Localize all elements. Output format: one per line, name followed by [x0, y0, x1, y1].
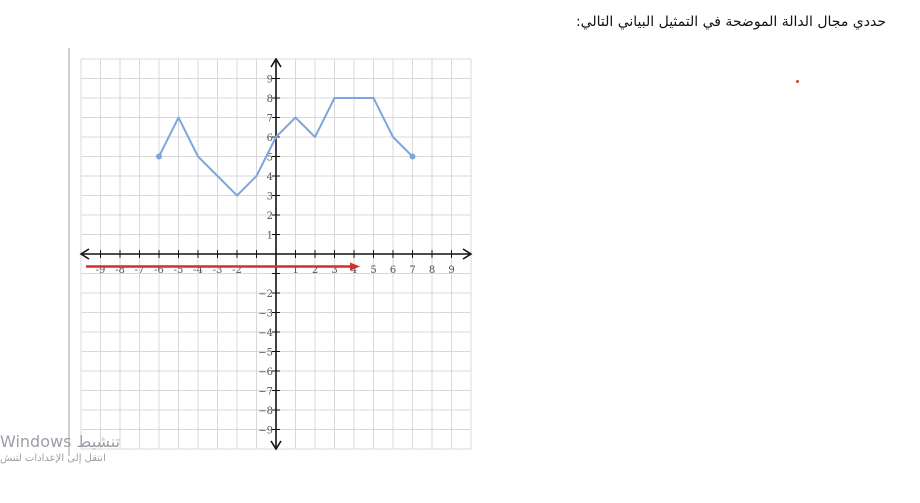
x-tick-label: -5 — [174, 265, 184, 276]
y-tick-label: 8 — [267, 94, 273, 105]
left-endpoint — [156, 153, 162, 160]
x-tick-label: 6 — [390, 265, 396, 276]
y-tick-label: −7 — [258, 387, 273, 398]
y-axis-bottom-arrowhead — [270, 440, 282, 451]
x-tick-label: 5 — [370, 265, 376, 276]
y-tick-label: 6 — [267, 133, 273, 144]
y-axis-top-arrowhead — [270, 57, 282, 68]
y-tick-label: −2 — [258, 289, 273, 300]
y-tick-label: −9 — [258, 426, 273, 437]
x-tick-label: 1 — [292, 265, 298, 276]
watermark-subtitle: انتقل إلى الإعدادات لتنش — [0, 453, 106, 464]
y-tick-label: 2 — [267, 211, 273, 222]
x-tick-label: -3 — [213, 265, 223, 276]
domain-arrow-head — [350, 262, 360, 271]
y-tick-label: 5 — [267, 153, 273, 164]
y-tick-label: −8 — [258, 406, 273, 417]
function-line — [158, 97, 414, 197]
y-tick-label: 9 — [267, 75, 273, 86]
x-axis-right-arrowhead — [462, 248, 473, 260]
question-text: حددي مجال الدالة الموضحة في التمثيل البي… — [575, 14, 886, 30]
right-endpoint — [409, 153, 416, 160]
y-tick-label: 3 — [267, 192, 273, 203]
tick-labels: -9 -8 -7 -6 -5 -4 -3 -2 1 2 3 4 5 6 7 8 9 9 8 7 6 5 4 3 2 1 −2 −3 −4… — [96, 75, 455, 437]
function-curve — [156, 97, 416, 197]
x-tick-label: -4 — [193, 265, 203, 276]
red-dot-marker — [796, 80, 799, 83]
windows-activation-watermark: تنشيط Windows انتقل إلى الإعدادات لتنش — [0, 432, 160, 466]
x-tick-label: 8 — [429, 265, 435, 276]
x-tick-label: 7 — [409, 265, 415, 276]
x-tick-label: 4 — [351, 265, 357, 276]
y-tick-label: −6 — [258, 367, 273, 378]
y-tick-label: 4 — [267, 172, 273, 183]
x-tick-label: 2 — [312, 265, 318, 276]
x-tick-label: -6 — [154, 265, 164, 276]
chart-image: -9 -8 -7 -6 -5 -4 -3 -2 1 2 3 4 5 6 7 8 9 9 8 7 6 5 4 3 2 1 −2 −3 −4… — [64, 48, 491, 456]
y-tick-label: −3 — [258, 309, 273, 320]
x-tick-label: 3 — [331, 265, 337, 276]
x-tick-label: -8 — [115, 265, 125, 276]
watermark-title: تنشيط Windows — [0, 432, 121, 451]
domain-arrow — [86, 262, 360, 271]
y-tick-label: −4 — [258, 328, 273, 339]
x-tick-label: -2 — [232, 265, 242, 276]
y-tick-label: 7 — [267, 114, 273, 125]
x-tick-label: -7 — [135, 265, 145, 276]
axes — [79, 57, 473, 451]
y-tick-label: −5 — [258, 348, 273, 359]
tick-marks — [100, 78, 452, 430]
x-tick-label: -9 — [96, 265, 106, 276]
y-tick-label: 1 — [267, 231, 273, 242]
coordinate-plane: -9 -8 -7 -6 -5 -4 -3 -2 1 2 3 4 5 6 7 8 9 9 8 7 6 5 4 3 2 1 −2 −3 −4… — [68, 48, 473, 456]
x-tick-label: 9 — [448, 265, 454, 276]
x-axis-left-arrowhead — [79, 248, 90, 260]
